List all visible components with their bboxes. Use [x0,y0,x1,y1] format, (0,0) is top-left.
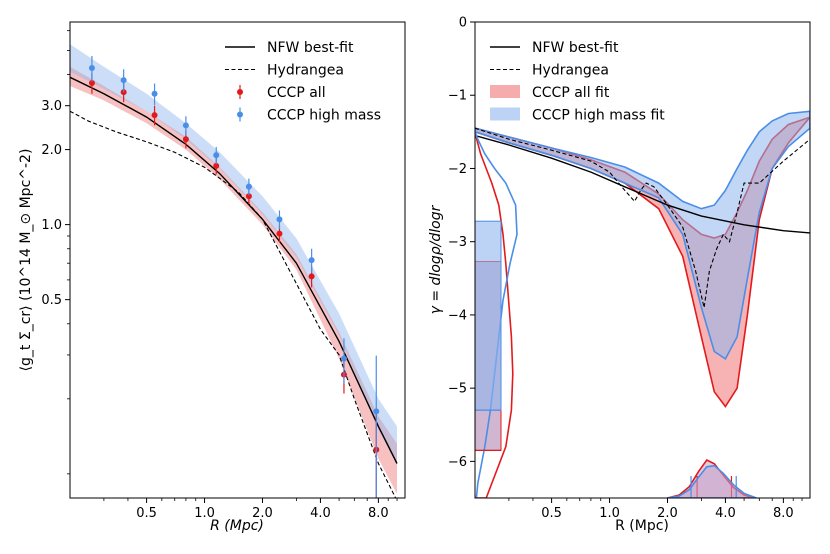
left-y-axis-label: ⟨g_t Σ_cr⟩ (10^14 M_⊙ Mpc^-2) [18,149,34,372]
right-x-tick-label: 1.0 [599,506,620,521]
right-y-tick-label: 0 [459,16,467,31]
left-bands [70,44,397,494]
data-point [276,230,283,237]
legend-label: CCCP all [267,85,326,101]
right-y-tick-label: −5 [448,382,467,397]
data-point [213,162,220,169]
data-point [88,79,95,86]
legend-label: CCCP high mass fit [532,108,665,124]
left-y-tick-label: 3.0 [41,99,62,114]
right-panel: 0.5 1.0 2.0 4.0 8.0 0 −1 −2 −3 −4 −5 −6 R (Mpc) γ … [428,16,811,534]
data-point [120,77,127,84]
right-x-tick-label: 2.0 [657,506,678,521]
data-point [182,136,189,143]
legend-label: NFW best-fit [532,40,619,56]
right-band [475,110,810,361]
left-x-tick-label: 8.0 [368,506,389,521]
left-band [70,44,397,464]
left-errorbars [88,55,380,498]
right-y-ticks: 0 −1 −2 −3 −4 −5 −6 [448,16,475,470]
right-y-tick-label: −3 [448,235,467,250]
legend-label: CCCP all fit [532,85,610,101]
left-x-ticks: 0.5 1.0 2.0 4.0 8.0 [103,498,398,521]
legend-label: CCCP high mass [267,108,381,124]
data-point [88,64,95,71]
right-y-tick-label: −4 [448,308,467,323]
left-y-tick-label: 1.0 [41,218,62,233]
left-y-tick-label: 2.0 [41,143,62,158]
left-lines [70,76,398,498]
left-x-tick-label: 4.0 [310,506,331,521]
right-y-tick-label: −2 [448,162,467,177]
legend-swatch-point [237,89,243,95]
right-y-tick-label: −6 [448,455,467,470]
right-marginals [475,131,757,498]
left-x-axis-label-text: R (Mpc) [210,518,264,534]
legend-swatch-patch [490,85,520,98]
left-band [70,66,397,494]
right-legend: NFW best-fit Hydrangea CCCP all fit CCCP hi… [490,40,665,124]
left-x-axis-label: R (Mpc) [210,518,264,534]
right-lines [475,127,810,308]
left-x-tick-label: 2.0 [252,506,273,521]
data-point [308,273,315,280]
data-point [276,216,283,223]
marginal-y-curve [475,131,518,498]
left-x-tick-label: 0.5 [136,506,157,521]
right-nfw-line [475,134,810,234]
right-axes-frame [474,21,811,499]
right-x-tick-label: 0.5 [541,506,562,521]
left-panel: 0.5 1.0 2.0 4.0 8.0 0.5 1.0 2.0 3.0 R (Mpc) ⟨g_… [18,21,406,534]
data-point [151,90,158,97]
data-point [373,408,380,415]
left-x-tick-label: 1.0 [194,506,215,521]
right-x-tick-label: 8.0 [773,506,794,521]
data-point [245,193,252,200]
data-point [308,257,315,264]
left-y-ticks: 0.5 1.0 2.0 3.0 [41,30,70,475]
right-y-axis-label: γ = dlogρ/dlogr [428,204,444,314]
marginal-y-band [475,220,502,411]
right-hydrangea-line [475,127,810,308]
right-bands [475,110,810,408]
left-legend: NFW best-fit Hydrangea CCCP all CCCP high m… [225,40,381,124]
left-nfw-line [70,76,398,464]
data-point [182,122,189,129]
legend-swatch-point [237,111,243,118]
marginal-x-curve [667,464,757,498]
data-point [340,355,347,362]
right-x-tick-label: 4.0 [715,506,736,521]
legend-label: Hydrangea [267,63,344,79]
right-x-axis-label: R (Mpc) [615,518,669,534]
data-point [245,183,252,190]
data-point [151,112,158,119]
data-point [213,152,220,159]
legend-label: Hydrangea [532,63,609,79]
legend-swatch-patch [490,107,520,121]
left-hydrangea-line [70,110,397,498]
marginal-y-curve [475,131,514,498]
left-y-tick-label: 0.5 [41,293,62,308]
legend-label: NFW best-fit [267,40,354,56]
right-y-tick-label: −1 [448,89,467,104]
left-axes-frame [69,21,406,499]
